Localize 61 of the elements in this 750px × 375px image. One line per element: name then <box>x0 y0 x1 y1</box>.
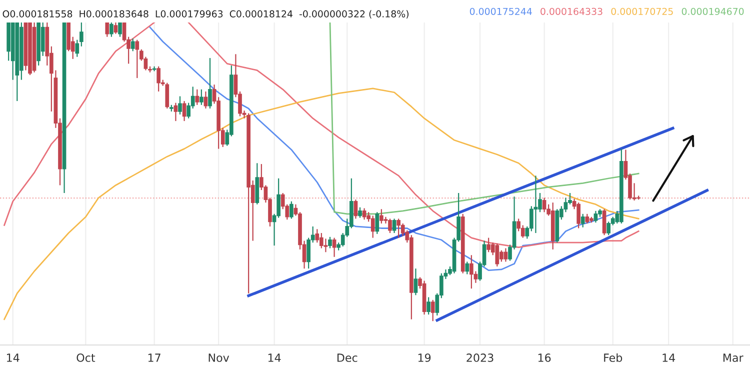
x-tick-label: 17 <box>148 354 160 362</box>
candlestick <box>328 236 332 249</box>
x-tick-label: 14 <box>268 354 281 362</box>
x-tick-label: 14 <box>662 354 676 362</box>
candlestick <box>380 208 384 224</box>
candlestick <box>430 299 435 322</box>
text: 0.000164333 <box>540 8 602 16</box>
candlestick <box>75 39 80 58</box>
x-tick-label: 16 <box>538 354 551 362</box>
x-tick-label: Feb <box>604 353 622 362</box>
candlestick <box>495 242 500 268</box>
candlestick <box>602 208 606 236</box>
candlestick <box>178 96 182 116</box>
x-tick-label: 2023 <box>466 354 494 362</box>
candlestick <box>520 224 525 238</box>
candlestick <box>580 213 585 228</box>
candlestick <box>130 38 135 52</box>
candlestick <box>585 213 590 224</box>
candlestick <box>195 88 200 106</box>
candlestick <box>114 22 118 34</box>
candlestick <box>315 228 320 244</box>
candlestick <box>204 90 208 110</box>
candlestick <box>200 88 204 106</box>
candlestick <box>426 296 430 316</box>
candlestick <box>354 199 358 220</box>
text: 0.000170725 <box>611 8 673 16</box>
candlestick <box>358 206 362 218</box>
x-tick-label: Oct <box>76 354 96 362</box>
candlestick <box>594 210 598 224</box>
candlestick <box>324 238 328 253</box>
candlestick <box>332 237 336 258</box>
x-tick-label: Dec <box>337 354 358 362</box>
candlestick <box>208 57 212 110</box>
candlestick <box>80 22 84 47</box>
candlestick <box>135 39 140 79</box>
candlestick <box>370 215 375 238</box>
x-tick-label: Nov <box>208 354 230 362</box>
candlestick <box>542 197 546 213</box>
candlestick <box>182 100 186 122</box>
x-tick-label: Mar <box>723 354 744 362</box>
candlestick <box>414 268 418 296</box>
candlestick <box>470 254 474 290</box>
candlestick <box>174 102 178 122</box>
x-tick-label: 19 <box>418 354 431 362</box>
candlestick <box>105 22 110 38</box>
candlestick <box>465 261 470 275</box>
candlestick <box>110 22 114 38</box>
candlestick <box>375 212 380 234</box>
text: 0.000194670 <box>682 8 744 16</box>
candlestick <box>534 175 538 234</box>
text: 0.000175244 <box>470 8 532 16</box>
candlestick <box>392 218 396 234</box>
x-tick-label: 14 <box>7 354 20 362</box>
candlestick <box>362 208 366 220</box>
text: O0.000181558 H0.000183648 L0.000179963 C0.00018124 -0.000000322 (-0.18%) <box>2 10 408 19</box>
candlestick <box>504 248 508 262</box>
candlestick <box>388 218 392 234</box>
candlestick <box>290 200 294 220</box>
candlestick <box>165 82 170 110</box>
candlestick <box>118 22 122 38</box>
candlestick <box>576 202 580 229</box>
